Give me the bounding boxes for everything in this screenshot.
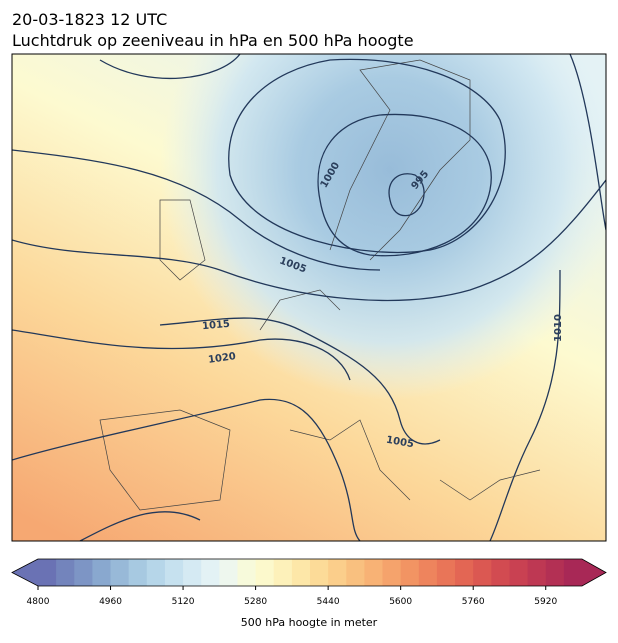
colorbar-bin [400, 559, 420, 586]
colorbar-tick-label: 4960 [99, 597, 122, 607]
map-frame [11, 53, 607, 542]
colorbar-bin [255, 559, 275, 586]
colorbar-bin [455, 559, 474, 586]
colorbar-label: 500 hPa hoogte in meter [241, 616, 378, 629]
colorbar-tick-label: 5440 [317, 597, 340, 607]
colorbar-bin [382, 559, 402, 586]
colorbar-extend-low [12, 559, 38, 586]
colorbar-extend-high [582, 559, 606, 586]
colorbar-bin [527, 559, 547, 586]
colorbar-bin [346, 559, 365, 586]
colorbar-tick-label: 5760 [462, 597, 485, 607]
colorbar-tick-label: 4800 [27, 597, 50, 607]
colorbar-bin [237, 559, 257, 586]
contour-label: 1005 [385, 435, 414, 451]
colorbar-tick-label: 5600 [389, 597, 412, 607]
colorbar-bin [201, 559, 220, 586]
colorbar-bin [418, 559, 438, 586]
colorbar-bin [56, 559, 75, 586]
colorbar-bin [128, 559, 148, 586]
colorbar-outline [11, 558, 607, 587]
colorbar-bin [110, 559, 130, 586]
colorbar-bin [164, 559, 184, 586]
contour-label: 1010 [553, 314, 564, 342]
colorbar-tick-label: 5120 [172, 597, 195, 607]
colorbar-bin [291, 559, 311, 586]
colorbar-bin [273, 559, 293, 586]
contour-label: 1020 [208, 351, 237, 366]
colorbar-bin [74, 559, 93, 586]
contour-label: 1015 [202, 319, 231, 332]
colorbar-bin [328, 559, 347, 586]
colorbar-bin [491, 559, 510, 586]
colorbar-bin [146, 559, 166, 586]
map [12, 54, 606, 541]
colorbar-bin [545, 559, 565, 586]
date: 20-03-1823 12 UTC [12, 10, 167, 29]
colorbar-bin [92, 559, 112, 586]
colorbar-bin [473, 559, 492, 586]
colorbar-bin [436, 559, 456, 586]
colorbar-bin [509, 559, 529, 586]
title: Luchtdruk op zeeniveau in hPa en 500 hPa… [12, 31, 414, 50]
colorbar: 4800 4960 5120 5280 5440 5600 5760 5920 [11, 558, 607, 607]
colorbar-tick-label: 5280 [244, 597, 267, 607]
colorbar-bin [219, 559, 238, 586]
colorbar-bin [183, 559, 202, 586]
colorbar-bin [364, 559, 384, 586]
colorbar-bin [38, 559, 57, 586]
colorbar-bin [563, 559, 583, 586]
colorbar-bin [310, 559, 329, 586]
colorbar-tick-label: 5920 [534, 597, 557, 607]
